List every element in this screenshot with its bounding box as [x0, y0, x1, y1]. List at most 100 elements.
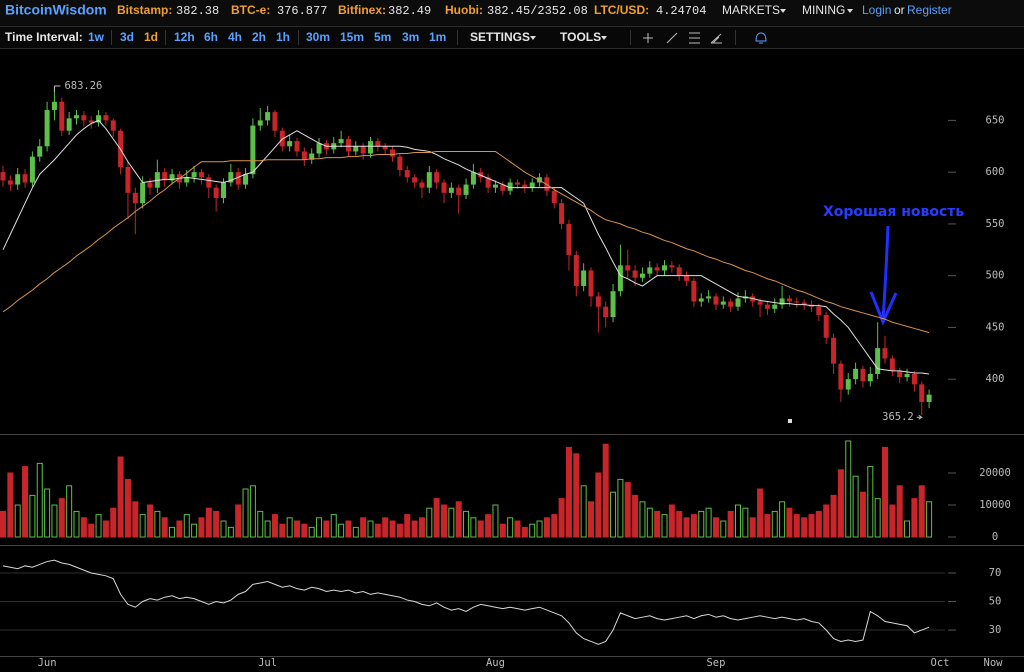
candle-body: [382, 146, 388, 150]
volume-bar: [286, 517, 293, 538]
volume-bar: [712, 517, 719, 538]
ticker-price: 376.877: [277, 4, 327, 18]
volume-bar: [271, 514, 278, 538]
volume-bar: [22, 466, 29, 538]
volume-bar: [426, 507, 433, 538]
y-tick-label: 10000: [979, 499, 1011, 511]
candle-body: [368, 141, 373, 154]
volume-bar: [80, 517, 87, 538]
candle-body: [59, 101, 65, 131]
ticker-price: 382.49: [388, 4, 431, 18]
candle-body: [103, 115, 109, 121]
moving-average: [2, 119, 930, 375]
volume-bar: [904, 520, 911, 538]
x-tick-label: Sep: [706, 657, 725, 669]
candle-body: [662, 265, 667, 271]
candle-body: [779, 298, 785, 305]
interval-button[interactable]: 3m: [402, 30, 419, 44]
volume-bar: [698, 510, 705, 538]
candle-body: [404, 170, 410, 178]
candle-body: [507, 182, 513, 191]
nav-menu[interactable]: MINING: [802, 3, 845, 17]
candle-body: [919, 384, 925, 402]
login-link[interactable]: Login: [862, 3, 891, 17]
interval-button[interactable]: 3d: [120, 30, 134, 44]
candle-body: [897, 370, 903, 378]
candle-body: [441, 182, 447, 193]
candle-body: [81, 115, 87, 121]
volume-bar: [551, 514, 558, 538]
candle-body: [581, 270, 587, 287]
ticker-name: Bitstamp:: [117, 3, 172, 17]
interval-button[interactable]: 4h: [228, 30, 242, 44]
candle-body: [647, 267, 653, 274]
interval-label: Time Interval:: [5, 30, 83, 44]
volume-bar: [595, 472, 602, 538]
volume-bar: [786, 507, 793, 538]
candle-body: [66, 118, 72, 131]
candle-body: [735, 298, 741, 307]
volume-bar: [529, 523, 536, 538]
candle-body: [397, 156, 403, 171]
candle-body: [684, 275, 690, 281]
interval-button[interactable]: 1w: [88, 30, 105, 44]
candle-body: [595, 296, 601, 307]
draw-tools[interactable]: [643, 32, 767, 44]
candle-body: [206, 177, 212, 188]
interval-button[interactable]: 1m: [429, 30, 446, 44]
volume-bar: [198, 517, 205, 538]
annotation-arrow: [869, 225, 898, 326]
register-link[interactable]: Register: [907, 3, 952, 17]
candle-body: [551, 190, 557, 204]
interval-button[interactable]: 2h: [252, 30, 266, 44]
candle-body: [632, 270, 638, 278]
nav-menu[interactable]: MARKETS: [722, 3, 780, 17]
volume-bar: [132, 501, 139, 538]
volume-bar: [690, 514, 697, 538]
brand[interactable]: BitcoinWisdom: [5, 2, 107, 18]
candle-body: [7, 180, 13, 185]
interval-button[interactable]: 5m: [374, 30, 391, 44]
volume-bar: [632, 494, 639, 538]
volume-bar: [867, 466, 874, 538]
candle-body: [140, 182, 146, 204]
volume-bar: [352, 526, 359, 538]
interval-button[interactable]: 12h: [174, 30, 195, 44]
ticker-name: LTC/USD:: [594, 3, 649, 17]
settings-menu[interactable]: SETTINGS: [470, 30, 530, 44]
x-tick-label: Oct: [931, 657, 950, 669]
caret: [530, 36, 536, 40]
volume-bar: [463, 510, 470, 538]
candle-body: [904, 373, 910, 378]
volume-bar: [610, 491, 617, 538]
tools-menu[interactable]: TOOLS: [560, 30, 601, 44]
y-tick-label: 450: [986, 321, 1005, 333]
interval-button[interactable]: 1h: [276, 30, 290, 44]
candle-body: [588, 270, 594, 297]
volume-bar: [617, 478, 624, 538]
volume-bar: [404, 514, 411, 538]
volume-bar: [338, 523, 345, 538]
volume-bar: [183, 514, 190, 538]
interval-button[interactable]: 1d: [144, 30, 158, 44]
volume-bar: [161, 517, 168, 538]
volume-bar: [249, 485, 256, 538]
candle-body: [566, 223, 572, 255]
y-tick-label: 500: [986, 270, 1005, 282]
interval-button[interactable]: 15m: [340, 30, 364, 44]
toolbar-separators: [111, 30, 736, 45]
candle-body: [88, 120, 94, 123]
candle-body: [456, 187, 462, 195]
interval-button[interactable]: 6h: [204, 30, 218, 44]
candle-body: [345, 139, 351, 152]
candle-body: [250, 125, 256, 175]
y-tick-label: 50: [989, 596, 1002, 608]
candle-body: [74, 115, 79, 119]
candle-body: [639, 273, 645, 278]
volume-bar: [661, 514, 668, 538]
volume-bar: [396, 523, 403, 538]
volume-bar: [330, 514, 337, 538]
volume-bar: [102, 520, 109, 538]
interval-button[interactable]: 30m: [306, 30, 330, 44]
volume-bar: [654, 510, 661, 538]
